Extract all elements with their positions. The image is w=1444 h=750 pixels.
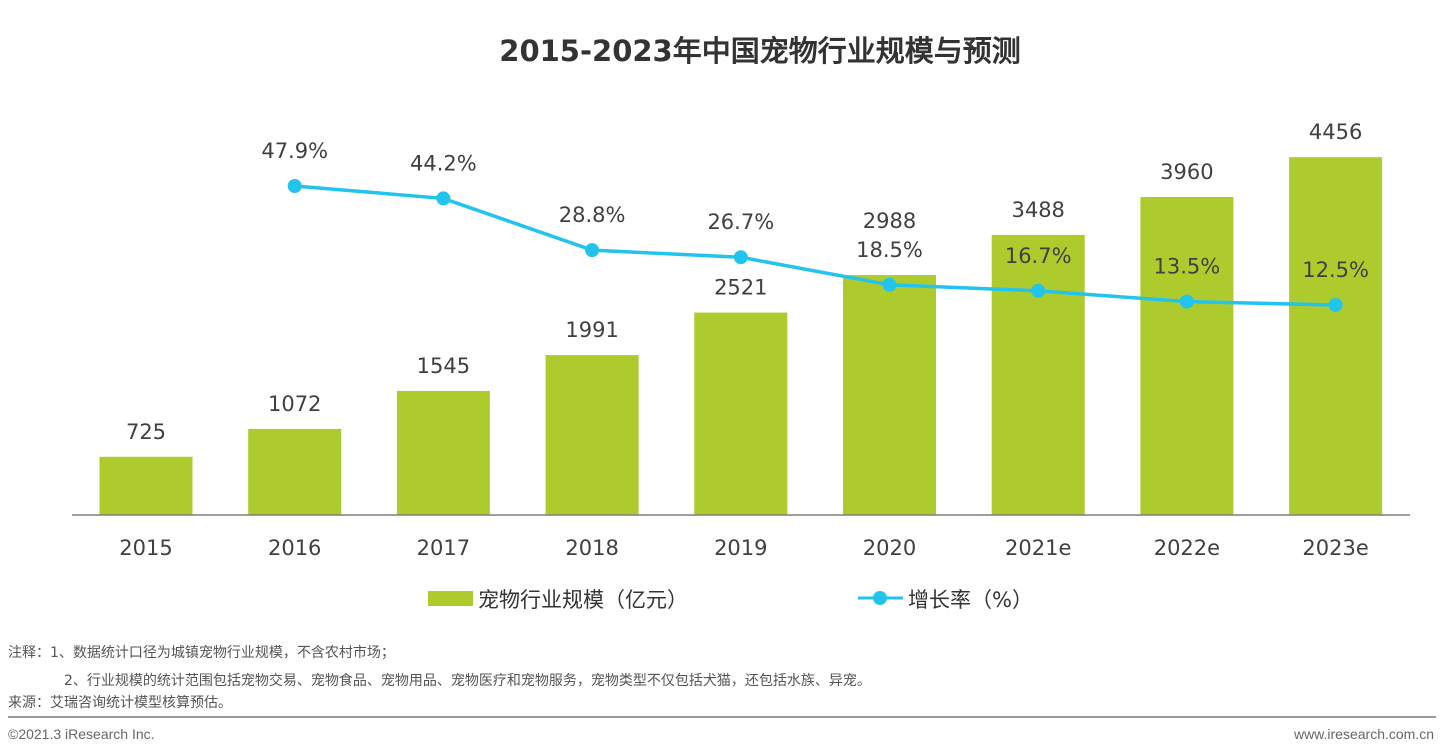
copyright: ©2021.3 iResearch Inc. xyxy=(8,726,155,742)
bar-2015 xyxy=(99,456,193,515)
bar-label-2018: 1991 xyxy=(565,318,618,342)
divider xyxy=(8,716,1436,718)
source-note: 来源：艾瑞咨询统计模型核算预估。 xyxy=(8,695,232,711)
x-tick-2017: 2017 xyxy=(417,536,470,560)
bar-2020 xyxy=(843,275,936,515)
bar-label-2020: 2988 xyxy=(863,209,916,233)
growth-label-2019: 26.7% xyxy=(707,210,774,234)
growth-point-2017 xyxy=(436,191,451,206)
bar-label-2023e: 4456 xyxy=(1309,120,1362,144)
legend-line-marker xyxy=(873,591,887,605)
bar-2022e xyxy=(1140,197,1234,515)
x-tick-2023e: 2023e xyxy=(1302,536,1368,560)
x-tick-2020: 2020 xyxy=(863,536,916,560)
x-tick-2016: 2016 xyxy=(268,536,321,560)
bar-label-2016: 1072 xyxy=(268,392,321,416)
growth-point-2019 xyxy=(733,250,748,265)
legend: 宠物行业规模（亿元） 增长率（%） xyxy=(428,588,1033,612)
growth-point-2023e xyxy=(1328,297,1343,312)
note-1: 注释：1、数据统计口径为城镇宠物行业规模，不含农村市场； xyxy=(8,645,395,661)
bar-label-2017: 1545 xyxy=(417,354,470,378)
bar-label-2015: 725 xyxy=(126,420,166,444)
growth-point-2022e xyxy=(1179,294,1194,309)
growth-rate-line xyxy=(294,184,1336,307)
chart-title: 2015-2023年中国宠物行业规模与预测 xyxy=(499,34,1020,68)
growth-label-2017: 44.2% xyxy=(410,151,477,175)
growth-label-2021e: 16.7% xyxy=(1005,244,1072,268)
x-tick-2022e: 2022e xyxy=(1154,536,1220,560)
legend-line-label: 增长率（%） xyxy=(908,588,1033,612)
bar-label-2019: 2521 xyxy=(714,276,767,300)
growth-point-2020 xyxy=(882,277,897,292)
legend-bar-swatch xyxy=(428,591,473,606)
bar-2018 xyxy=(545,355,639,515)
x-tick-2021e: 2021e xyxy=(1005,536,1071,560)
growth-point-2021e xyxy=(1031,283,1046,298)
growth-label-2018: 28.8% xyxy=(559,203,626,227)
bar-2021e xyxy=(991,234,1085,515)
bar-2023e xyxy=(1289,157,1383,515)
growth-point-2016 xyxy=(287,179,302,193)
x-tick-2015: 2015 xyxy=(119,536,172,560)
bar-2017 xyxy=(396,390,490,515)
bar-2019 xyxy=(694,312,788,515)
growth-label-2022e: 13.5% xyxy=(1154,255,1221,279)
x-tick-2019: 2019 xyxy=(714,536,767,560)
website: www.iresearch.com.cn xyxy=(1293,726,1434,742)
growth-label-2023e: 12.5% xyxy=(1302,258,1369,282)
growth-label-2016: 47.9% xyxy=(261,139,328,163)
bar-label-2022e: 3960 xyxy=(1160,160,1213,184)
x-tick-2018: 2018 xyxy=(565,536,618,560)
growth-point-2018 xyxy=(585,243,600,258)
note-2: 2、行业规模的统计范围包括宠物交易、宠物食品、宠物用品、宠物医疗和宠物服务，宠物… xyxy=(64,673,871,689)
bar-2016 xyxy=(248,428,342,515)
legend-bar-label: 宠物行业规模（亿元） xyxy=(478,588,688,612)
growth-label-2020: 18.5% xyxy=(856,238,923,262)
bar-label-2021e: 3488 xyxy=(1011,198,1064,222)
